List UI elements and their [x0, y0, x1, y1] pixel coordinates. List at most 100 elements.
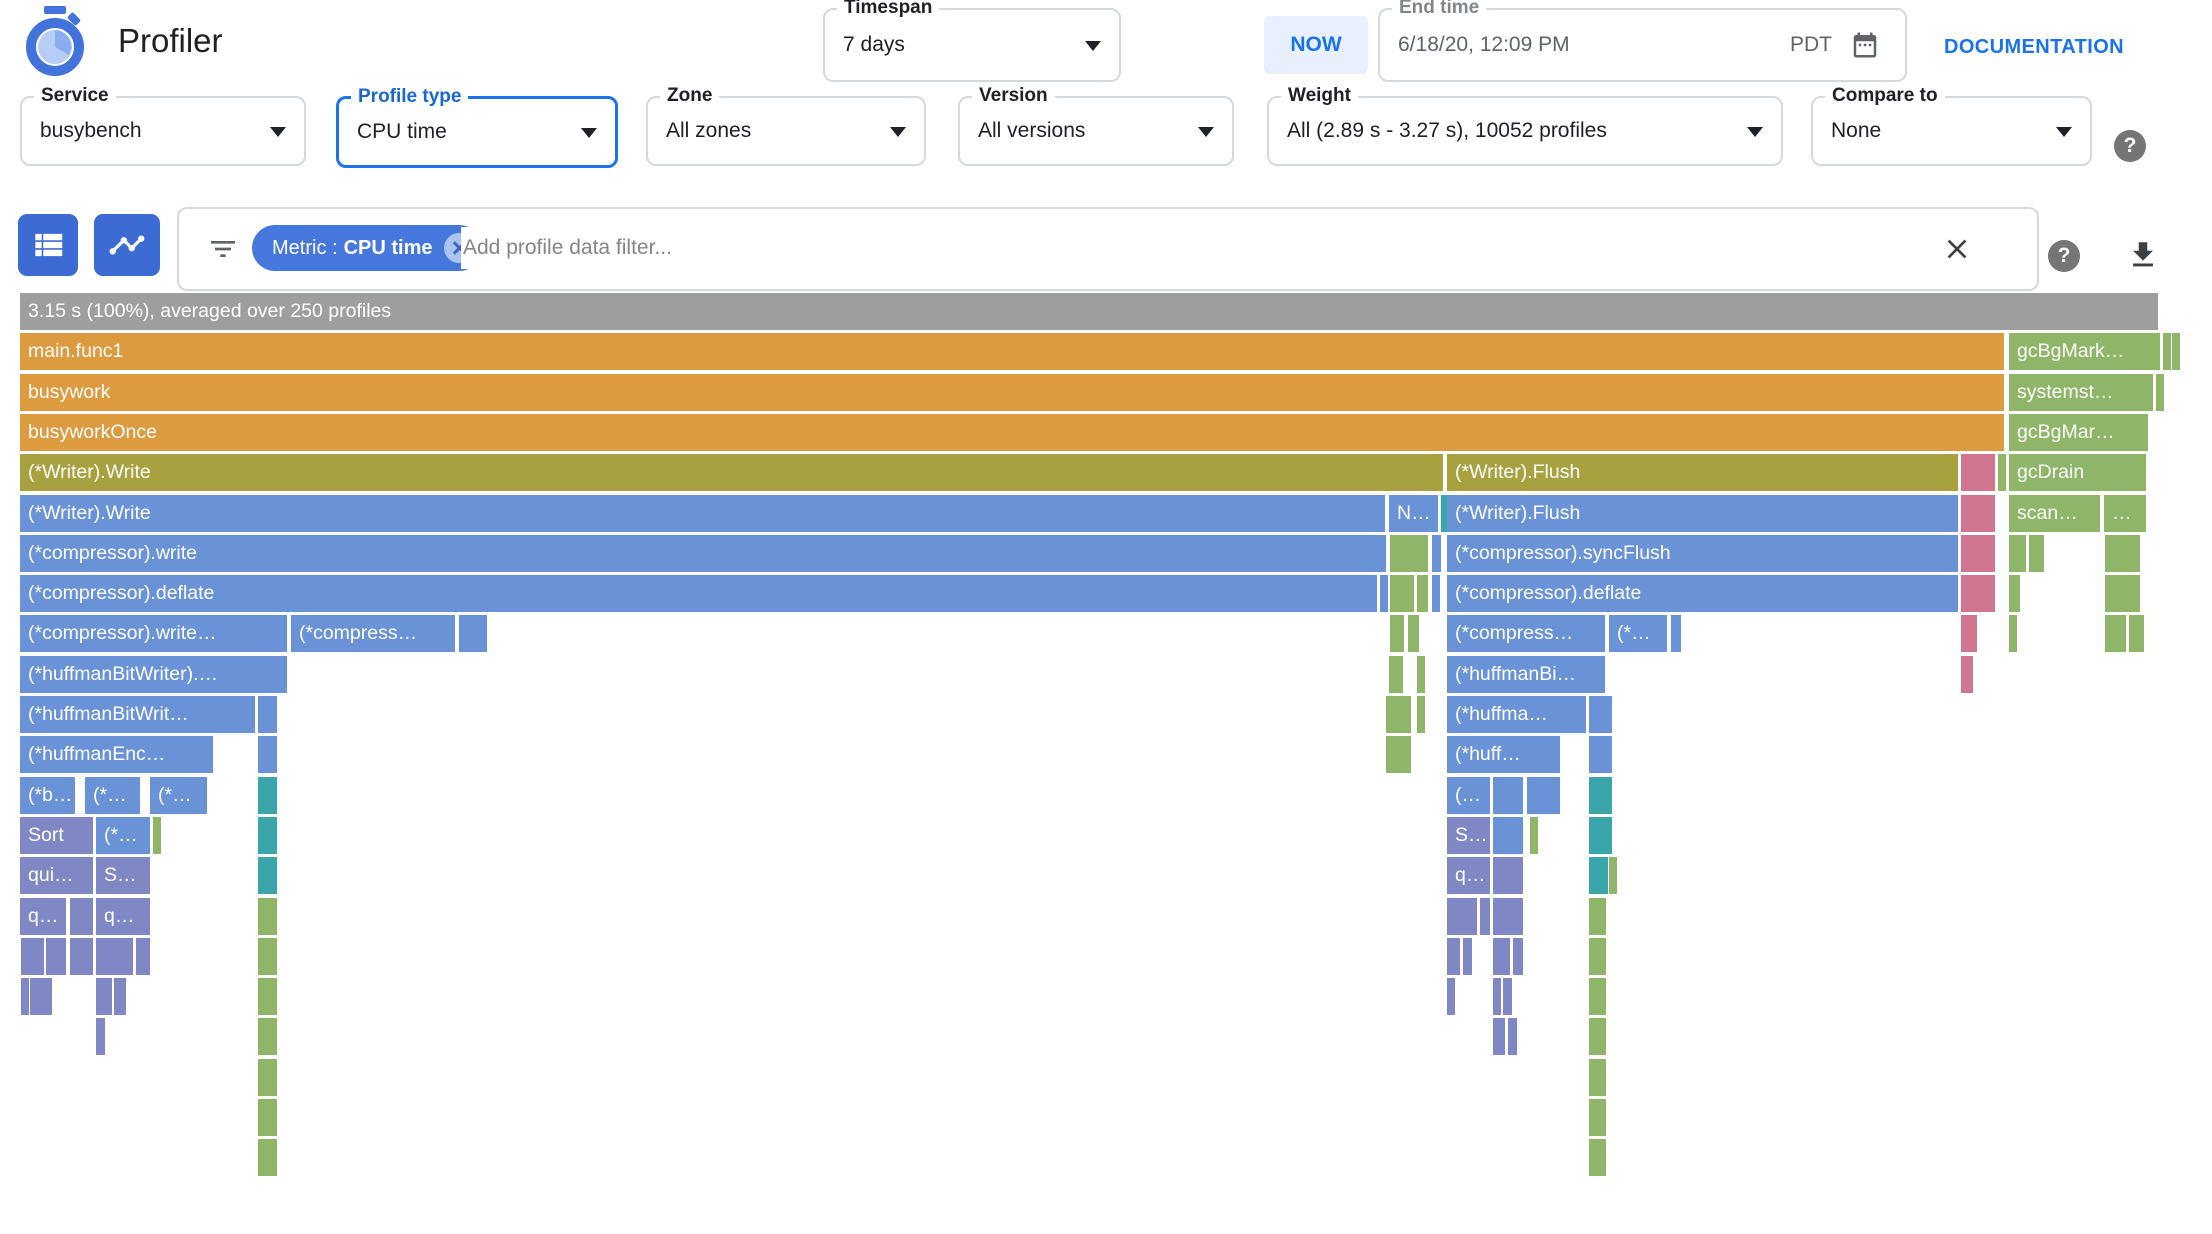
flame-bar[interactable]: [1447, 937, 1460, 975]
flame-bar[interactable]: [1480, 897, 1490, 935]
flame-bar[interactable]: [1493, 857, 1523, 895]
flame-bar[interactable]: [1493, 816, 1523, 854]
flame-bar[interactable]: [1493, 776, 1523, 814]
flame-bar[interactable]: [21, 937, 44, 975]
flame-bar[interactable]: gcBgMar…: [2009, 413, 2148, 451]
clear-filters-icon[interactable]: [1941, 233, 1973, 265]
flame-bar[interactable]: S…: [96, 857, 150, 895]
flame-bar[interactable]: gcBgMark…: [2009, 333, 2160, 371]
end-time-field[interactable]: End time 6/18/20, 12:09 PM PDT: [1378, 0, 1907, 82]
flame-bar[interactable]: [44, 978, 52, 1016]
flame-bar[interactable]: [96, 937, 133, 975]
flame-bar[interactable]: [1609, 857, 1617, 895]
flame-bar[interactable]: N…: [1389, 494, 1438, 532]
flame-bar[interactable]: [258, 1139, 277, 1177]
flame-bar[interactable]: [2129, 615, 2137, 653]
weight-select[interactable]: Weight All (2.89 s - 3.27 s), 10052 prof…: [1267, 85, 1783, 166]
flame-bar[interactable]: [2163, 333, 2171, 371]
flame-bar[interactable]: [1447, 978, 1455, 1016]
flame-bar[interactable]: (*huffmanBi…: [1447, 655, 1605, 693]
timespan-select[interactable]: Timespan 7 days: [823, 0, 1121, 82]
flame-bar[interactable]: [258, 736, 277, 774]
flame-bar[interactable]: [1417, 696, 1425, 733]
flame-bar[interactable]: [1432, 575, 1440, 613]
flame-bar[interactable]: [70, 897, 93, 935]
flame-bar[interactable]: [1447, 897, 1477, 935]
flame-bar[interactable]: [1417, 575, 1428, 613]
flame-bar[interactable]: [258, 897, 277, 935]
flame-bar[interactable]: [2105, 534, 2140, 572]
flame-bar[interactable]: [2009, 534, 2026, 572]
filter-input[interactable]: [461, 227, 1845, 269]
flame-bar[interactable]: [1961, 575, 1995, 613]
flame-bar[interactable]: [258, 816, 277, 854]
flame-bar[interactable]: [70, 937, 93, 975]
flame-bar[interactable]: [1508, 1018, 1517, 1056]
flame-bar[interactable]: [46, 937, 66, 975]
flame-bar[interactable]: q…: [96, 897, 150, 935]
flame-bar[interactable]: [96, 1018, 105, 1056]
flame-bar[interactable]: [1390, 534, 1428, 572]
flame-bar[interactable]: [1589, 857, 1608, 895]
flame-bar[interactable]: scan…: [2009, 494, 2100, 532]
flame-bar[interactable]: [1589, 736, 1612, 774]
flame-bar[interactable]: (*huffmanBitWrit…: [20, 696, 255, 733]
flame-bar[interactable]: [258, 1018, 277, 1056]
flame-bar[interactable]: [1961, 615, 1977, 653]
profile-type-select[interactable]: Profile type CPU time: [336, 86, 618, 168]
flame-bar[interactable]: [1998, 454, 2006, 492]
flame-bar[interactable]: (*…: [150, 776, 207, 814]
flame-bar[interactable]: [1493, 937, 1510, 975]
flame-bar[interactable]: [1589, 1018, 1606, 1056]
flame-bar[interactable]: [2172, 333, 2180, 371]
flame-bar[interactable]: (*compressor).deflate: [20, 575, 1377, 613]
flame-bar[interactable]: (*compressor).write…: [20, 615, 287, 653]
filter-help-icon[interactable]: ?: [2048, 240, 2080, 272]
flame-bar[interactable]: [2029, 534, 2044, 572]
flame-bar[interactable]: main.func1: [20, 333, 2004, 371]
flame-bar[interactable]: [1513, 937, 1523, 975]
flame-bar[interactable]: (*compressor).syncFlush: [1447, 534, 1958, 572]
flame-bar[interactable]: [2009, 615, 2017, 653]
flame-bar[interactable]: (*compressor).write: [20, 534, 1386, 572]
flame-bar[interactable]: [2136, 615, 2144, 653]
flame-bar[interactable]: (*Writer).Write: [20, 494, 1385, 532]
flame-bar[interactable]: (*huffmanEnc…: [20, 736, 213, 774]
flame-bar[interactable]: [2156, 373, 2164, 411]
flame-bar[interactable]: 3.15 s (100%), averaged over 250 profile…: [20, 293, 2158, 330]
weight-help-icon[interactable]: ?: [2114, 130, 2146, 162]
flame-bar[interactable]: [1386, 736, 1411, 774]
flame-bar[interactable]: [1390, 575, 1414, 613]
flame-bar[interactable]: [1589, 937, 1606, 975]
flame-bar[interactable]: qui…: [20, 857, 93, 895]
flame-bar[interactable]: [1589, 978, 1606, 1016]
flame-bar[interactable]: [1589, 776, 1612, 814]
zone-select[interactable]: Zone All zones: [646, 85, 926, 166]
flame-bar[interactable]: [258, 1099, 277, 1136]
flame-bar[interactable]: [1441, 494, 1449, 532]
metric-filter-chip[interactable]: Metric : CPU time: [252, 225, 483, 271]
flame-bar[interactable]: [2105, 615, 2126, 653]
flame-bar[interactable]: [136, 937, 150, 975]
flame-bar[interactable]: (*huffma…: [1447, 696, 1586, 733]
flame-bar[interactable]: [1589, 816, 1612, 854]
flame-bar[interactable]: [258, 937, 277, 975]
flame-bar[interactable]: (*compress…: [1447, 615, 1605, 653]
flame-bar[interactable]: [30, 978, 38, 1016]
flame-bar[interactable]: [1493, 897, 1523, 935]
flame-bar[interactable]: [2009, 575, 2020, 613]
flame-bar[interactable]: (*huff…: [1447, 736, 1560, 774]
flame-bar[interactable]: [1386, 696, 1411, 733]
flame-bar[interactable]: (…: [1447, 776, 1490, 814]
flame-bar[interactable]: [1417, 655, 1425, 693]
flame-bar[interactable]: Sort: [20, 816, 93, 854]
list-view-button[interactable]: [18, 214, 78, 276]
calendar-icon[interactable]: [1850, 30, 1880, 60]
service-select[interactable]: Service busybench: [20, 85, 306, 166]
flame-bar[interactable]: (*Writer).Flush: [1447, 494, 1958, 532]
flame-bar[interactable]: [114, 978, 126, 1016]
flame-bar[interactable]: (*Writer).Flush: [1447, 454, 1958, 492]
history-chart-button[interactable]: [94, 214, 160, 276]
flame-bar[interactable]: busywork: [20, 373, 2004, 411]
flame-bar[interactable]: (*…: [1609, 615, 1667, 653]
